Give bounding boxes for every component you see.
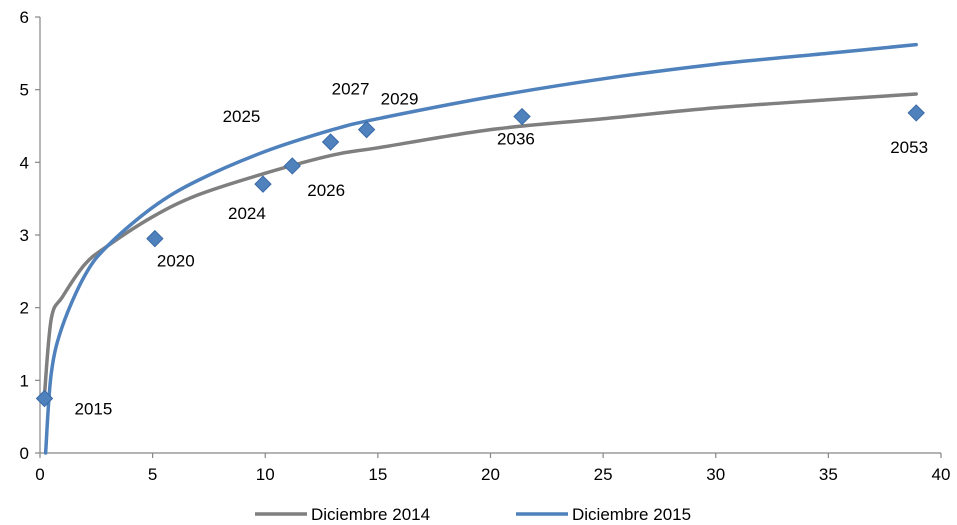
x-tick-label: 35: [819, 465, 838, 484]
data-point: [255, 176, 271, 192]
y-tick-label: 6: [20, 8, 29, 27]
data-point: [908, 105, 924, 121]
point-label: 2036: [497, 130, 535, 149]
data-point: [284, 158, 300, 174]
x-tick-label: 10: [256, 465, 275, 484]
point-label: 2015: [75, 400, 113, 419]
y-tick-label: 2: [20, 299, 29, 318]
y-axis: 0 1 2 3 4 5 6: [20, 8, 40, 463]
x-tick-label: 15: [368, 465, 387, 484]
legend: Diciembre 2014 Diciembre 2015: [255, 505, 691, 524]
y-tick-label: 3: [20, 226, 29, 245]
x-tick-label: 40: [932, 465, 951, 484]
x-tick-label: 30: [706, 465, 725, 484]
point-label: 2024: [228, 204, 266, 223]
data-point: [323, 134, 339, 150]
series-line-diciembre-2015: [46, 45, 917, 453]
x-axis: 0 5 10 15 20 25 30 35 40: [35, 453, 950, 484]
legend-label: Diciembre 2015: [572, 505, 691, 524]
data-point: [514, 109, 530, 125]
series-line-diciembre-2014: [45, 94, 917, 395]
point-label: 2027: [332, 80, 370, 99]
point-label: 2053: [890, 138, 928, 157]
data-point: [147, 231, 163, 247]
legend-label: Diciembre 2014: [311, 505, 430, 524]
x-tick-label: 5: [148, 465, 157, 484]
y-tick-label: 4: [20, 153, 29, 172]
x-tick-label: 20: [481, 465, 500, 484]
y-tick-label: 0: [20, 444, 29, 463]
point-label: 2025: [223, 107, 261, 126]
point-label: 2029: [381, 90, 419, 109]
y-tick-label: 5: [20, 81, 29, 100]
x-tick-label: 25: [594, 465, 613, 484]
point-labels: 2015 2020 2024 2026 2025 2027 2036 2053 2029: [75, 80, 929, 419]
y-tick-label: 1: [20, 371, 29, 390]
y-ticks: 0 1 2 3 4 5 6: [20, 8, 40, 463]
point-label: 2026: [307, 181, 345, 200]
x-tick-label: 0: [35, 465, 44, 484]
series-lines: [45, 45, 917, 453]
x-ticks: 0 5 10 15 20 25 30 35 40: [35, 453, 950, 484]
point-label: 2020: [157, 252, 195, 271]
